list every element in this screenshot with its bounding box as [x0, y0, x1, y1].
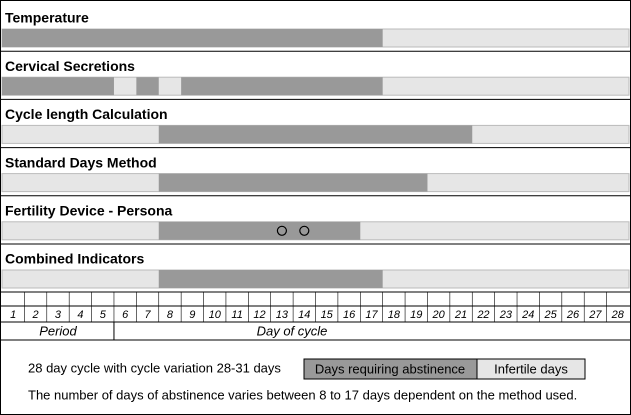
row-label: Standard Days Method — [5, 154, 157, 170]
legend-infertile-box — [476, 358, 586, 380]
legend-abstinence: Days requiring abstinence — [315, 361, 465, 376]
legend-footer: The number of days of abstinence varies … — [28, 387, 577, 402]
row-label: Combined Indicators — [5, 251, 144, 267]
day-label: 16 — [343, 309, 356, 321]
day-label: 7 — [144, 309, 151, 321]
marker — [276, 225, 288, 236]
day-label: 15 — [321, 309, 334, 321]
abstinence-segment — [158, 125, 473, 144]
abstinence-segment — [158, 221, 361, 240]
row-label: Fertility Device - Persona — [5, 203, 173, 219]
abstinence-segment — [2, 77, 114, 96]
day-label: 21 — [454, 309, 467, 321]
day-label: 25 — [544, 309, 558, 321]
day-label: 13 — [276, 309, 289, 321]
day-label: 12 — [253, 309, 265, 321]
day-label: 2 — [32, 309, 39, 321]
day-label: 27 — [588, 309, 602, 321]
day-label: 10 — [209, 309, 222, 321]
row-label: Cycle length Calculation — [5, 106, 168, 122]
day-label: 11 — [231, 309, 242, 321]
legend-note: 28 day cycle with cycle variation 28-31 … — [28, 360, 281, 375]
day-label: 23 — [499, 309, 513, 321]
abstinence-segment — [158, 173, 428, 192]
day-label: 24 — [521, 309, 534, 321]
period-label: Period — [39, 323, 77, 338]
legend-infertile: Infertile days — [494, 361, 568, 376]
abstinence-segment — [181, 77, 383, 96]
day-label: 3 — [55, 309, 62, 321]
day-label: 6 — [122, 309, 129, 321]
day-label: 22 — [476, 309, 489, 321]
row-label: Temperature — [5, 10, 89, 26]
day-label: 19 — [410, 309, 422, 321]
day-label: 9 — [189, 309, 195, 321]
row-label: Cervical Secretions — [5, 58, 135, 74]
day-label: 1 — [10, 309, 16, 321]
day-label: 4 — [77, 309, 83, 321]
day-label: 28 — [611, 309, 625, 321]
day-label: 8 — [167, 309, 174, 321]
day-label: 14 — [298, 309, 310, 321]
day-label: 26 — [566, 309, 580, 321]
marker — [299, 225, 310, 236]
day-label: 18 — [388, 309, 401, 321]
abstinence-segment — [2, 29, 383, 47]
abstinence-segment — [136, 77, 159, 96]
day-of-cycle-label: Day of cycle — [257, 323, 328, 338]
day-label: 17 — [365, 309, 378, 321]
abstinence-segment — [158, 270, 383, 288]
day-label: 5 — [100, 309, 107, 321]
day-label: 20 — [432, 309, 446, 321]
